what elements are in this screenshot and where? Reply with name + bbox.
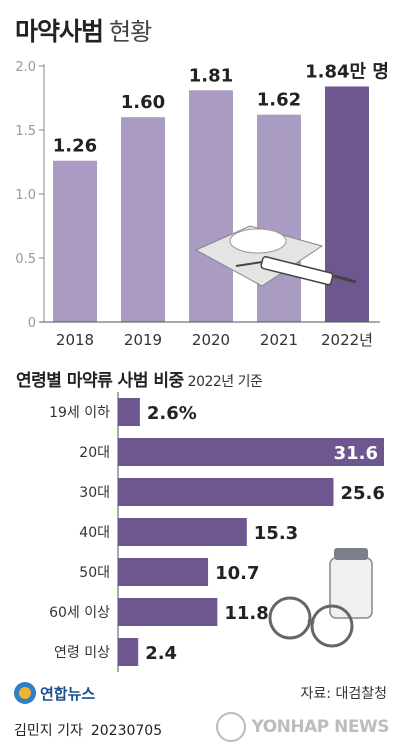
yonhap-logo: 연합뉴스 bbox=[14, 682, 95, 704]
data-label: 10.7 bbox=[215, 563, 259, 584]
data-label: 1.26 bbox=[53, 136, 97, 157]
x-tick-label: 2019 bbox=[124, 331, 162, 349]
category-label: 60세 이상 bbox=[49, 605, 110, 621]
source-text: 자료: 대검찰청 bbox=[300, 686, 387, 702]
hbar bbox=[118, 598, 218, 626]
data-label: 1.81 bbox=[189, 65, 233, 86]
x-tick-label: 2018 bbox=[56, 331, 94, 349]
publish-date: 20230705 bbox=[90, 723, 163, 739]
bar bbox=[257, 114, 301, 322]
yonhap-logo-text: 연합뉴스 bbox=[40, 684, 96, 703]
data-label: 2.6% bbox=[147, 403, 197, 424]
watermark-logo-icon bbox=[215, 712, 246, 742]
data-label: 31.6 bbox=[334, 443, 378, 464]
age-bar-chart: 19세 이하 2.6% 20대 31.6 30대 25.6 40대 15.3 50대 10.7 60… bbox=[49, 392, 385, 672]
hbar bbox=[118, 558, 209, 586]
reporter: 김민지 기자 bbox=[14, 723, 83, 739]
section-title: 연령별 마약류 사범 비중 2022년 기준 bbox=[16, 366, 263, 391]
y-tick-label: 1.5 bbox=[15, 124, 36, 139]
byline: 김민지 기자 20230705 bbox=[14, 720, 162, 740]
title-sub: 현황 bbox=[109, 18, 152, 46]
x-tick-label: 2021 bbox=[260, 331, 298, 349]
hbar bbox=[118, 518, 247, 546]
y-tick-label: 1.0 bbox=[15, 188, 36, 203]
watermark: YONHAP NEWS bbox=[215, 712, 390, 742]
y-tick-label: 0 bbox=[28, 316, 36, 331]
page-title: 마약사범 현황 bbox=[15, 12, 152, 48]
data-label: 15.3 bbox=[254, 523, 298, 544]
syringe-barrel-icon bbox=[260, 256, 334, 286]
section-note: 2022년 기준 bbox=[187, 374, 263, 390]
handcuff-ring-icon bbox=[310, 604, 354, 648]
category-label: 30대 bbox=[79, 485, 110, 501]
hbar bbox=[118, 438, 384, 466]
handcuffs-illustration bbox=[268, 548, 373, 648]
syringe-plunger-icon bbox=[333, 274, 357, 284]
category-label: 40대 bbox=[79, 525, 110, 541]
needle-icon bbox=[235, 261, 263, 267]
data-label: 1.60 bbox=[121, 92, 165, 113]
bar bbox=[325, 86, 369, 322]
bar bbox=[53, 160, 97, 322]
x-tick-label: 2022년 bbox=[321, 331, 373, 349]
x-tick-label: 2020 bbox=[192, 331, 230, 349]
data-label: 25.6 bbox=[340, 483, 384, 504]
watermark-text: YONHAP NEWS bbox=[251, 717, 390, 737]
data-label: 2.4 bbox=[145, 643, 177, 664]
y-tick-label: 2.0 bbox=[15, 60, 36, 75]
data-label: 1.84만 명 bbox=[305, 61, 389, 82]
hbar bbox=[118, 398, 140, 426]
powder-icon bbox=[229, 228, 287, 254]
title-main: 마약사범 bbox=[15, 17, 104, 46]
handcuff-ring-icon bbox=[268, 596, 312, 640]
category-label: 19세 이하 bbox=[49, 405, 110, 421]
bottle-icon bbox=[329, 557, 373, 619]
data-label: 11.8 bbox=[224, 603, 268, 624]
hbar bbox=[118, 638, 139, 666]
yearly-bar-chart: 0 0.5 1.0 1.5 2.0 1.26 2018 1.60 2019 1.81 2020 1.6… bbox=[15, 60, 389, 349]
syringe-illustration bbox=[194, 225, 357, 287]
bottle-cap-icon bbox=[334, 548, 368, 560]
section-title-main: 연령별 마약류 사범 비중 bbox=[16, 371, 184, 391]
category-label: 50대 bbox=[79, 565, 110, 581]
category-label: 20대 bbox=[79, 445, 110, 461]
bar bbox=[189, 90, 233, 322]
bar bbox=[121, 117, 165, 322]
category-label: 연령 미상 bbox=[54, 645, 110, 661]
yonhap-logo-icon bbox=[14, 682, 36, 704]
y-tick-label: 0.5 bbox=[15, 252, 36, 267]
data-label: 1.62 bbox=[257, 90, 301, 111]
hbar bbox=[118, 478, 334, 506]
handcuff-chain-icon bbox=[307, 618, 315, 625]
packet-icon bbox=[194, 225, 324, 287]
